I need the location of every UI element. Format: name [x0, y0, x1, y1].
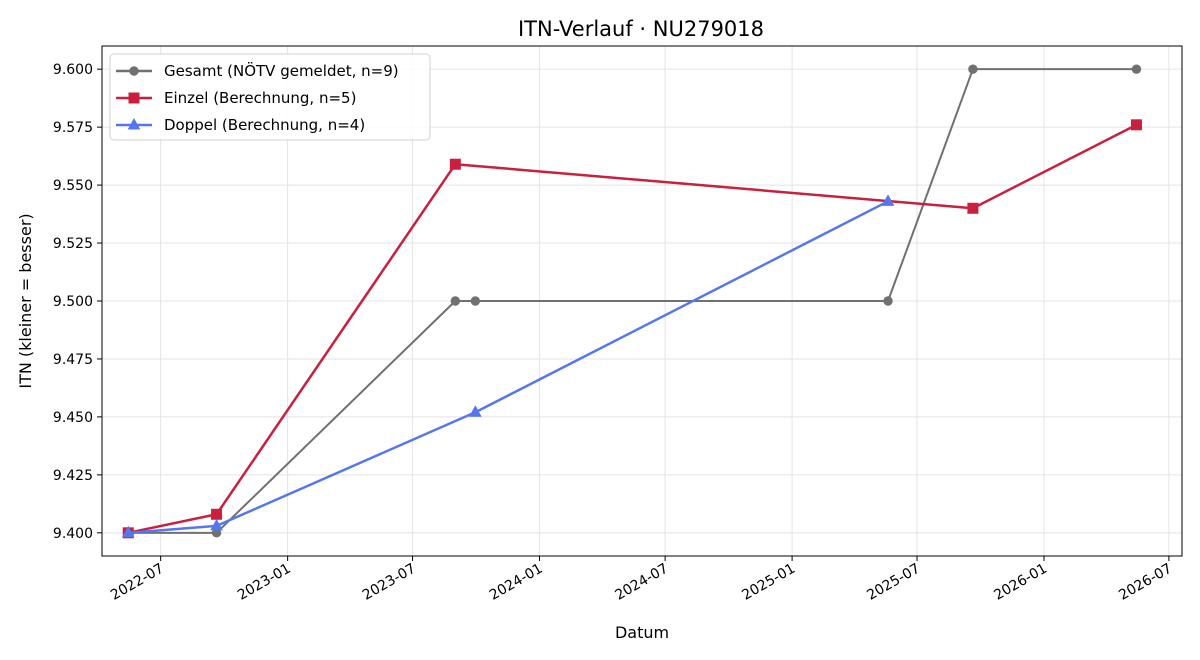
- x-tick-label: 2024-01: [487, 561, 546, 604]
- y-tick-label: 9.475: [53, 352, 93, 368]
- legend-marker: [129, 66, 139, 76]
- data-point: [967, 202, 979, 214]
- x-tick-label: 2023-07: [360, 561, 419, 604]
- legend-marker: [128, 92, 140, 104]
- data-point: [1131, 64, 1142, 74]
- y-tick-label: 9.600: [53, 62, 93, 78]
- data-point: [1130, 119, 1142, 131]
- chart-title: ITN-Verlauf · NU279018: [518, 17, 764, 41]
- x-tick-label: 2024-07: [612, 561, 671, 604]
- data-point: [881, 194, 895, 206]
- y-tick-label: 9.525: [53, 236, 93, 252]
- x-tick-label: 2022-07: [108, 561, 167, 604]
- y-tick-label: 9.550: [53, 178, 93, 194]
- x-tick-label: 2023-01: [235, 561, 294, 604]
- y-tick-label: 9.425: [53, 468, 93, 484]
- y-axis: 9.400 9.425 9.450 9.475 9.500 9.525 9.550 9.575…: [53, 62, 102, 542]
- legend-label: Doppel (Berechnung, n=4): [164, 116, 365, 134]
- y-axis-label: ITN (kleiner = besser): [16, 213, 35, 388]
- y-tick-label: 9.500: [53, 294, 93, 310]
- series-line: [128, 200, 889, 535]
- series-layer: [121, 64, 1142, 539]
- data-point: [121, 525, 135, 538]
- legend-item: Gesamt (NÖTV gemeldet, n=9): [116, 61, 399, 80]
- data-point: [211, 508, 223, 520]
- legend-marker: [127, 117, 141, 130]
- data-point: [883, 296, 893, 306]
- legend: Gesamt (NÖTV gemeldet, n=9) Einzel (Berec…: [109, 53, 431, 141]
- series-3: [121, 194, 895, 538]
- data-point: [468, 405, 482, 417]
- data-point: [450, 296, 461, 306]
- data-point: [470, 296, 481, 306]
- x-axis-label: Datum: [615, 623, 669, 642]
- x-tick-label: 2026-07: [1116, 561, 1175, 604]
- y-tick-label: 9.575: [53, 120, 93, 136]
- data-point: [210, 518, 223, 531]
- x-tick-label: 2025-01: [739, 561, 798, 604]
- y-tick-label: 9.400: [53, 526, 93, 542]
- data-point: [968, 64, 978, 74]
- legend-label: Einzel (Berechnung, n=5): [164, 89, 356, 107]
- x-tick-label: 2025-07: [864, 561, 923, 604]
- legend-item: Einzel (Berechnung, n=5): [116, 89, 356, 107]
- x-tick-label: 2026-01: [991, 561, 1050, 604]
- legend-item: Doppel (Berechnung, n=4): [116, 116, 365, 134]
- data-point: [449, 158, 461, 170]
- legend-box: [109, 53, 431, 141]
- y-tick-label: 9.450: [53, 410, 93, 426]
- x-axis: 2022-07 2023-01 2023-07 2024-01 2024-07 2025-…: [108, 556, 1175, 604]
- legend-label: Gesamt (NÖTV gemeldet, n=9): [164, 61, 399, 80]
